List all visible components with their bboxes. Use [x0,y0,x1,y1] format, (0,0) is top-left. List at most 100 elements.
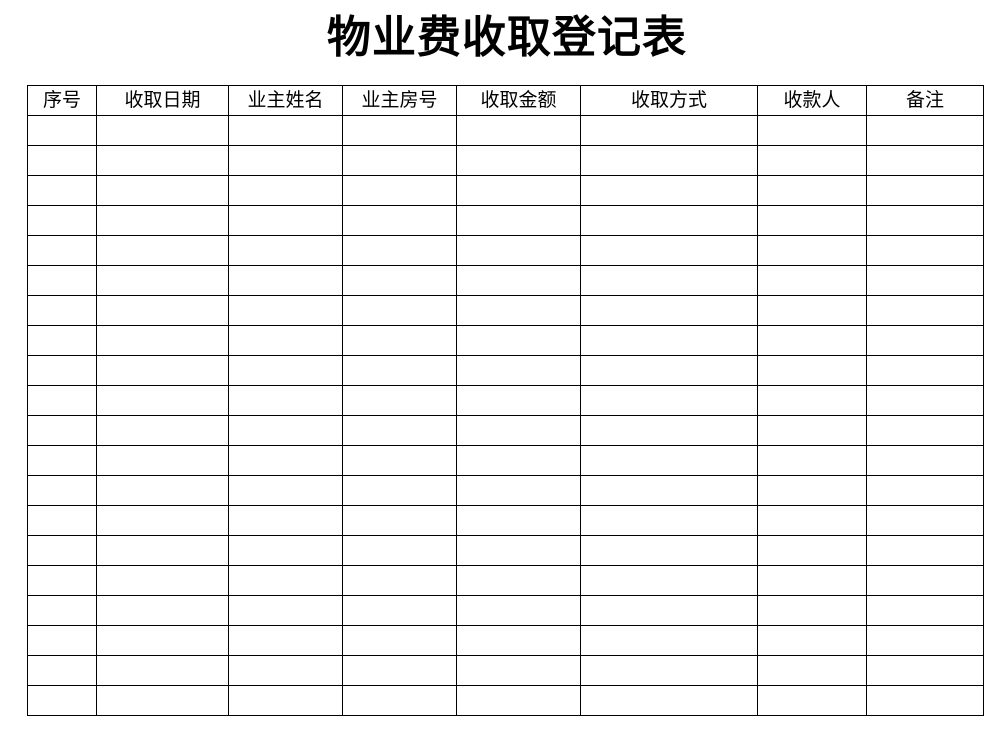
table-cell[interactable] [96,235,229,266]
table-cell[interactable] [342,175,457,206]
table-cell[interactable] [456,385,581,416]
table-cell[interactable] [757,175,867,206]
table-cell[interactable] [456,625,581,656]
table-cell[interactable] [342,475,457,506]
table-cell[interactable] [96,175,229,206]
table-cell[interactable] [27,505,97,536]
table-cell[interactable] [456,325,581,356]
table-cell[interactable] [456,415,581,446]
table-cell[interactable] [757,475,867,506]
table-cell[interactable] [27,445,97,476]
table-cell[interactable] [342,265,457,296]
table-cell[interactable] [342,325,457,356]
table-cell[interactable] [866,295,984,326]
table-cell[interactable] [27,415,97,446]
table-cell[interactable] [96,445,229,476]
table-cell[interactable] [866,175,984,206]
table-cell[interactable] [342,565,457,596]
table-cell[interactable] [342,415,457,446]
table-cell[interactable] [456,475,581,506]
table-cell[interactable] [757,295,867,326]
table-cell[interactable] [27,355,97,386]
table-cell[interactable] [27,595,97,626]
table-cell[interactable] [27,565,97,596]
table-cell[interactable] [456,505,581,536]
table-cell[interactable] [228,385,343,416]
table-cell[interactable] [757,535,867,566]
table-cell[interactable] [27,535,97,566]
table-cell[interactable] [866,655,984,686]
table-cell[interactable] [866,445,984,476]
table-cell[interactable] [96,535,229,566]
table-cell[interactable] [96,655,229,686]
table-cell[interactable] [580,145,758,176]
table-cell[interactable] [96,145,229,176]
table-cell[interactable] [757,265,867,296]
table-cell[interactable] [27,265,97,296]
table-cell[interactable] [228,415,343,446]
table-cell[interactable] [580,565,758,596]
table-cell[interactable] [456,295,581,326]
table-cell[interactable] [580,295,758,326]
table-cell[interactable] [228,325,343,356]
table-cell[interactable] [228,355,343,386]
table-cell[interactable] [757,355,867,386]
table-cell[interactable] [342,685,457,716]
table-cell[interactable] [456,535,581,566]
table-cell[interactable] [228,565,343,596]
table-cell[interactable] [866,355,984,386]
table-cell[interactable] [866,325,984,356]
table-cell[interactable] [456,205,581,236]
table-cell[interactable] [757,595,867,626]
table-cell[interactable] [456,145,581,176]
table-cell[interactable] [27,295,97,326]
table-cell[interactable] [228,145,343,176]
table-cell[interactable] [228,505,343,536]
table-cell[interactable] [757,145,867,176]
table-cell[interactable] [757,505,867,536]
table-cell[interactable] [27,655,97,686]
table-cell[interactable] [580,355,758,386]
table-cell[interactable] [27,325,97,356]
table-cell[interactable] [342,535,457,566]
table-cell[interactable] [580,325,758,356]
table-cell[interactable] [228,115,343,146]
table-cell[interactable] [580,445,758,476]
table-cell[interactable] [757,655,867,686]
table-cell[interactable] [757,385,867,416]
table-cell[interactable] [96,475,229,506]
table-cell[interactable] [456,655,581,686]
table-cell[interactable] [866,625,984,656]
table-cell[interactable] [27,475,97,506]
table-cell[interactable] [342,205,457,236]
table-cell[interactable] [96,505,229,536]
table-cell[interactable] [342,445,457,476]
table-cell[interactable] [866,145,984,176]
table-cell[interactable] [228,535,343,566]
table-cell[interactable] [228,595,343,626]
table-cell[interactable] [456,685,581,716]
table-cell[interactable] [228,205,343,236]
table-cell[interactable] [757,445,867,476]
table-cell[interactable] [580,205,758,236]
table-cell[interactable] [96,625,229,656]
table-cell[interactable] [342,115,457,146]
table-cell[interactable] [456,265,581,296]
table-cell[interactable] [96,685,229,716]
table-cell[interactable] [342,625,457,656]
table-cell[interactable] [228,685,343,716]
table-cell[interactable] [228,475,343,506]
table-cell[interactable] [866,475,984,506]
table-cell[interactable] [27,685,97,716]
table-cell[interactable] [96,415,229,446]
table-cell[interactable] [96,265,229,296]
table-cell[interactable] [456,115,581,146]
table-cell[interactable] [27,205,97,236]
table-cell[interactable] [96,385,229,416]
table-cell[interactable] [342,385,457,416]
table-cell[interactable] [866,265,984,296]
table-cell[interactable] [580,115,758,146]
table-cell[interactable] [27,115,97,146]
table-cell[interactable] [228,445,343,476]
table-cell[interactable] [580,655,758,686]
